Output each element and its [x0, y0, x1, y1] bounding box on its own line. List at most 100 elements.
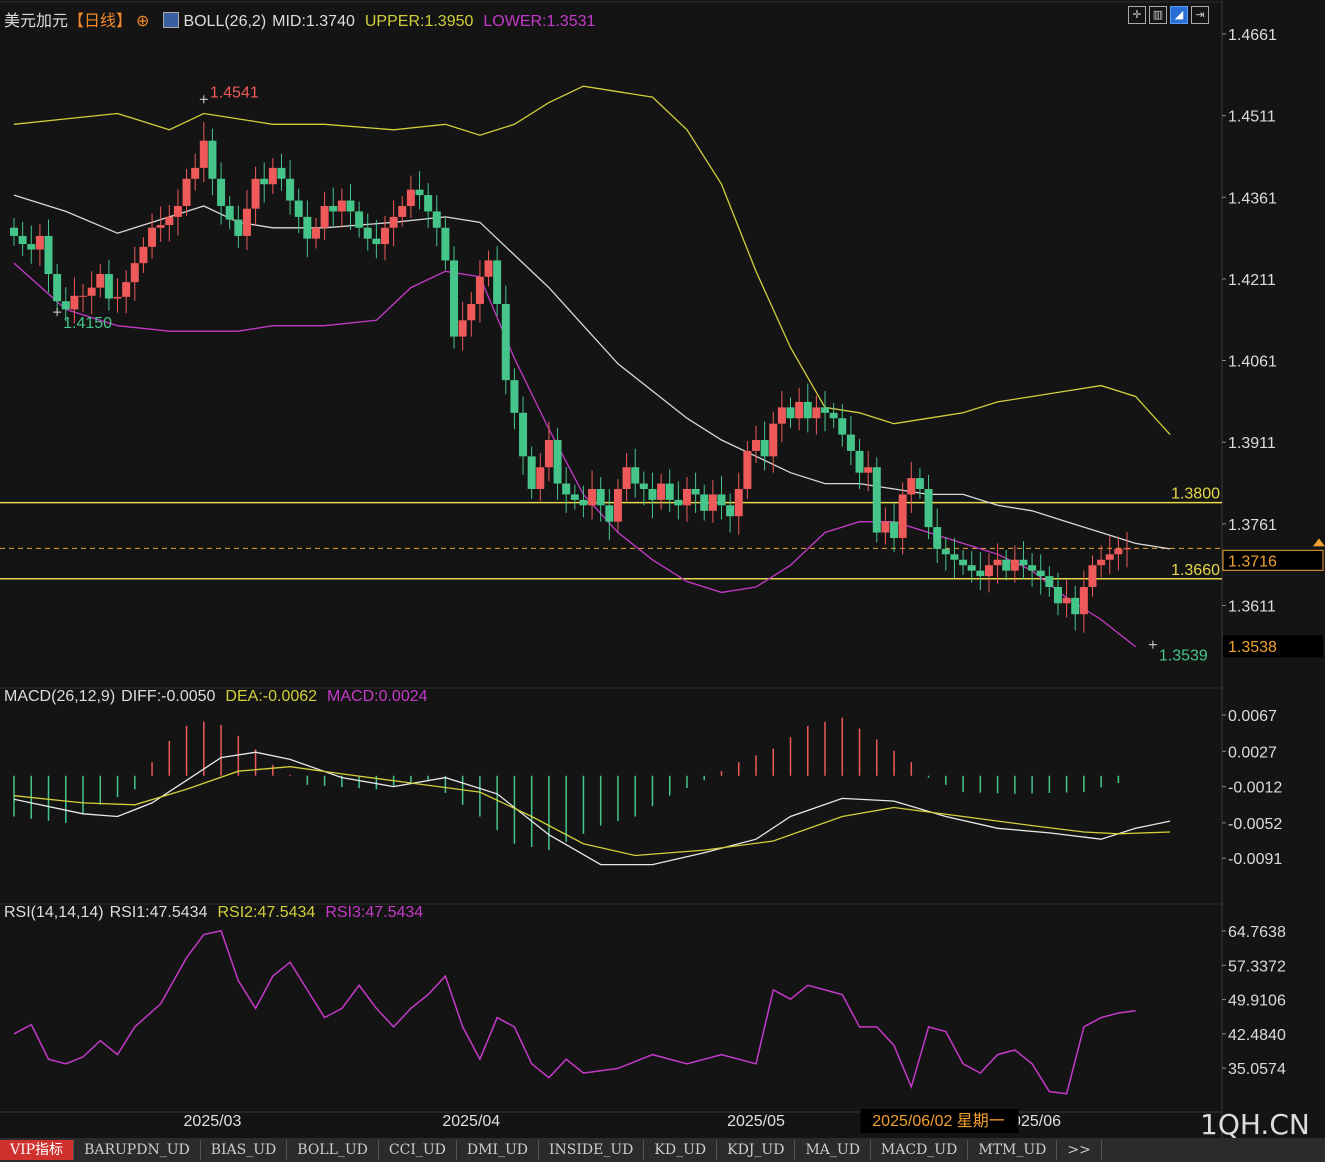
candle-body[interactable] [562, 483, 571, 495]
candle-body[interactable] [208, 140, 217, 179]
period-label[interactable]: 【日线】 [68, 13, 133, 30]
candle-body[interactable] [268, 167, 277, 185]
candle-body[interactable] [104, 274, 113, 299]
candle-body[interactable] [993, 559, 1002, 566]
candle-body[interactable] [829, 412, 838, 419]
candle-body[interactable] [484, 260, 493, 277]
candle-body[interactable] [665, 483, 674, 500]
candle-body[interactable] [381, 227, 389, 245]
candle-body[interactable] [821, 407, 830, 413]
candle-body[interactable] [225, 205, 234, 220]
candle-body[interactable] [622, 467, 631, 490]
candle-body[interactable] [838, 418, 847, 435]
candle-body[interactable] [355, 211, 364, 228]
candle-body[interactable] [286, 178, 295, 201]
candle-body[interactable] [277, 167, 286, 179]
candle-body[interactable] [924, 489, 933, 528]
candle-body[interactable] [631, 467, 640, 484]
candle-body[interactable] [1053, 586, 1062, 604]
tab-barupdn-ud[interactable]: BARUPDN_UD [74, 1140, 201, 1160]
candle-body[interactable] [976, 570, 985, 577]
candle-body[interactable] [890, 521, 899, 538]
tab-mtm-ud[interactable]: MTM_UD [968, 1140, 1058, 1160]
tab-macd-ud[interactable]: MACD_UD [871, 1140, 969, 1160]
tab-boll-ud[interactable]: BOLL_UD [287, 1140, 379, 1160]
candle-body[interactable] [674, 499, 683, 506]
candle-body[interactable] [35, 235, 44, 250]
candle-body[interactable] [527, 456, 536, 490]
candle-body[interactable] [536, 467, 545, 490]
candle-body[interactable] [1105, 554, 1114, 560]
candle-body[interactable] [337, 200, 346, 212]
candle-body[interactable] [372, 238, 381, 245]
candle-body[interactable] [148, 227, 157, 247]
candle-body[interactable] [1036, 570, 1045, 577]
candle-body[interactable] [87, 287, 96, 296]
candle-body[interactable] [752, 440, 760, 451]
candle-body[interactable] [173, 205, 182, 217]
candle-body[interactable] [191, 167, 200, 179]
candle-body[interactable] [777, 407, 786, 424]
candle-body[interactable] [959, 559, 968, 566]
candle-body[interactable] [1088, 565, 1097, 587]
candle-body[interactable] [933, 527, 942, 549]
candle-body[interactable] [44, 235, 53, 275]
tab-vip-[interactable]: VIP指标 [0, 1140, 75, 1160]
candle-body[interactable] [18, 235, 27, 245]
candle-body[interactable] [182, 178, 191, 206]
candle-body[interactable] [415, 189, 424, 196]
candle-body[interactable] [61, 301, 70, 310]
candle-body[interactable] [156, 225, 165, 228]
tab-inside-ud[interactable]: INSIDE_UD [539, 1140, 645, 1160]
candle-body[interactable] [872, 467, 881, 533]
tab-ma-ud[interactable]: MA_UD [795, 1140, 871, 1160]
candle-body[interactable] [588, 489, 597, 506]
candle-body[interactable] [53, 274, 62, 302]
candle-body[interactable] [734, 489, 743, 517]
candle-body[interactable] [70, 295, 79, 310]
candle-body[interactable] [501, 303, 510, 381]
candle-body[interactable] [130, 263, 139, 283]
candle-body[interactable] [122, 282, 131, 297]
candle-body[interactable] [803, 401, 812, 419]
candle-body[interactable] [1002, 559, 1011, 571]
candle-body[interactable] [898, 494, 907, 538]
candle-body[interactable] [657, 483, 666, 500]
candle-body[interactable] [329, 205, 338, 212]
candle-body[interactable] [406, 189, 415, 206]
candle-body[interactable] [363, 227, 372, 239]
candle-body[interactable] [726, 505, 735, 517]
kline-chart[interactable]: 1.4661 1.4511 1.4361 1.4211 1.4061 1.3911 1.37… [0, 0, 1325, 1138]
tab-dmi-ud[interactable]: DMI_UD [457, 1140, 540, 1160]
candle-body[interactable] [1123, 548, 1131, 550]
candle-body[interactable] [760, 440, 769, 457]
candle-body[interactable] [1079, 586, 1088, 615]
candle-body[interactable] [613, 489, 622, 522]
tab-kdj-ud[interactable]: KDJ_UD [717, 1140, 796, 1160]
candle-body[interactable] [251, 178, 260, 209]
candle-body[interactable] [96, 274, 105, 288]
candle-body[interactable] [967, 565, 976, 571]
candle-body[interactable] [605, 505, 614, 522]
candle-body[interactable] [1045, 576, 1054, 587]
candle-body[interactable] [717, 494, 726, 506]
candle-body[interactable] [639, 483, 648, 490]
candle-body[interactable] [260, 178, 269, 185]
candle-body[interactable] [544, 440, 553, 468]
candle-body[interactable] [79, 295, 88, 297]
candle-body[interactable] [950, 554, 959, 560]
candle-body[interactable] [467, 303, 476, 321]
candle-body[interactable] [510, 380, 519, 413]
candle-body[interactable] [27, 244, 36, 250]
candle-body[interactable] [493, 260, 502, 304]
candle-body[interactable] [1097, 559, 1106, 566]
candle-body[interactable] [570, 494, 579, 500]
candle-body[interactable] [234, 219, 243, 236]
candle-body[interactable] [398, 205, 407, 217]
candle-body[interactable] [1062, 597, 1071, 604]
candle-body[interactable] [458, 320, 467, 337]
gear-icon[interactable]: ⊕ [136, 13, 150, 30]
candle-body[interactable] [1010, 559, 1019, 571]
candle-body[interactable] [855, 450, 864, 473]
candle-body[interactable] [786, 407, 795, 419]
